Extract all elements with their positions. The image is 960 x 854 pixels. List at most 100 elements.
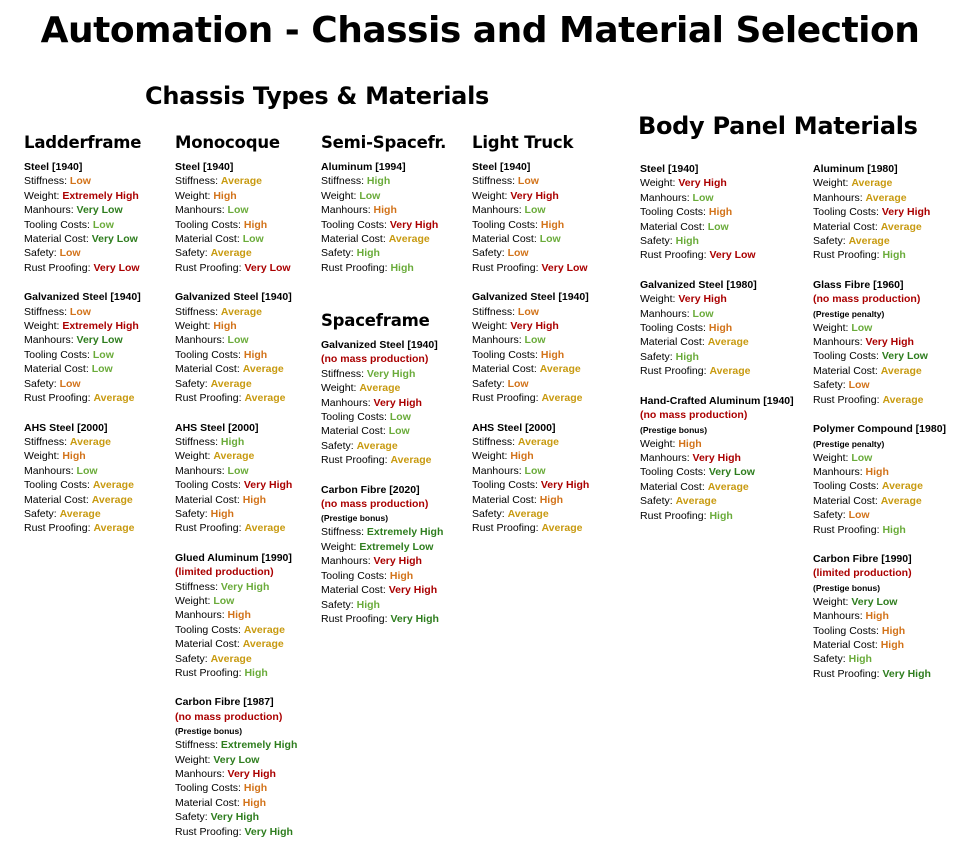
property-row: Material Cost: Very Low: [24, 232, 141, 246]
prestige-note: (Prestige penalty): [813, 438, 885, 449]
property-value: Average: [243, 623, 285, 636]
property-value: High: [243, 218, 268, 231]
property-label: Weight:: [813, 321, 849, 334]
property-value: High: [865, 465, 889, 478]
property-label: Weight:: [175, 450, 211, 463]
property-value: High: [678, 437, 702, 450]
property-row: Rust Proofing: High: [640, 509, 794, 523]
property-label: Material Cost:: [175, 796, 240, 809]
property-label: Rust Proofing:: [175, 522, 242, 535]
property-label: Material Cost:: [321, 584, 386, 597]
property-row: Material Cost: High: [813, 638, 946, 652]
property-value: Average: [882, 393, 924, 406]
property-value: Low: [848, 509, 870, 522]
property-value: High: [708, 206, 733, 219]
property-label: Stiffness:: [175, 305, 218, 318]
column-heading: Semi-Spacefr.: [321, 133, 447, 152]
property-label: Rust Proofing:: [321, 454, 388, 467]
property-label: Safety:: [24, 377, 57, 390]
property-row: Material Cost: Average: [175, 362, 297, 376]
property-value: High: [882, 523, 906, 536]
property-value: High: [213, 320, 237, 333]
property-row: Material Cost: Low: [24, 362, 141, 376]
property-row: Stiffness: Extremely High: [321, 525, 443, 539]
property-label: Tooling Costs:: [472, 479, 538, 492]
property-row: Material Cost: Average: [813, 220, 946, 234]
material-block: AHS Steel [2000] Stiffness: Average Weight…: [472, 421, 589, 536]
property-label: Safety:: [321, 247, 354, 260]
property-label: Safety:: [472, 247, 505, 260]
property-label: Material Cost:: [24, 233, 89, 246]
property-row: Stiffness: Low: [472, 174, 589, 188]
material-name: Glued Aluminum [1990]: [175, 551, 292, 564]
property-row: Weight: High: [24, 449, 141, 463]
property-label: Tooling Costs:: [813, 206, 879, 219]
property-row: Safety: High: [813, 652, 946, 666]
property-label: Manhours:: [472, 334, 522, 347]
property-row: Weight: Extremely High: [24, 319, 141, 333]
property-row: Rust Proofing: High: [813, 248, 946, 262]
property-label: Safety:: [175, 507, 208, 520]
property-label: Manhours:: [175, 609, 225, 622]
property-value: Low: [507, 247, 529, 260]
property-value: Very Low: [881, 350, 928, 363]
property-value: Very High: [244, 825, 293, 838]
property-value: Very High: [390, 612, 439, 625]
column-heading: Monocoque: [175, 133, 280, 152]
property-label: Weight:: [321, 189, 357, 202]
production-note: (limited production): [813, 567, 912, 580]
property-row: Tooling Costs: Very High: [813, 205, 946, 219]
property-row: Safety: High: [321, 246, 446, 260]
material-block: AHS Steel [2000] Stiffness: High Weight: A…: [175, 421, 297, 536]
property-label: Stiffness:: [472, 435, 515, 448]
property-row: Weight: Low: [175, 594, 297, 608]
property-label: Rust Proofing:: [640, 365, 707, 378]
property-value: Average: [244, 392, 286, 405]
property-label: Stiffness:: [24, 175, 67, 188]
property-label: Rust Proofing:: [813, 393, 880, 406]
property-row: Tooling Costs: Average: [24, 478, 141, 492]
property-label: Rust Proofing:: [175, 825, 242, 838]
property-value: High: [675, 235, 699, 248]
property-value: Extremely High: [220, 739, 298, 752]
property-value: Very Low: [709, 249, 756, 262]
column-body-panels-2: Aluminum [1980] Weight: Average Manhours: …: [813, 162, 946, 696]
property-label: Material Cost:: [640, 220, 705, 233]
material-block: Galvanized Steel [1940] Stiffness: Averag…: [175, 290, 297, 405]
property-label: Tooling Costs:: [640, 466, 706, 479]
property-row: Safety: Low: [24, 377, 141, 391]
property-value: Low: [524, 204, 546, 217]
property-value: Average: [707, 480, 749, 493]
property-value: Low: [389, 411, 411, 424]
property-label: Material Cost:: [321, 233, 386, 246]
column-heading: Light Truck: [472, 133, 574, 152]
property-row: Stiffness: Extremely High: [175, 738, 297, 752]
property-row: Material Cost: Average: [24, 493, 141, 507]
property-label: Safety:: [24, 507, 57, 520]
property-value: Very High: [243, 479, 293, 492]
property-value: Average: [880, 220, 922, 233]
property-value: High: [243, 782, 268, 795]
property-row: Safety: Average: [24, 507, 141, 521]
property-label: Tooling Costs:: [24, 348, 90, 361]
property-value: Average: [541, 392, 583, 405]
property-label: Tooling Costs:: [24, 479, 90, 492]
property-label: Rust Proofing:: [813, 667, 880, 680]
property-value: Very Low: [851, 595, 898, 608]
property-label: Manhours:: [813, 336, 863, 349]
property-row: Material Cost: Low: [640, 220, 794, 234]
property-label: Material Cost:: [813, 638, 878, 651]
material-name: Polymer Compound [1980]: [813, 423, 947, 436]
property-value: Low: [92, 218, 114, 231]
property-value: Average: [675, 495, 717, 508]
property-label: Manhours:: [24, 464, 74, 477]
material-name: Hand-Crafted Aluminum [1940]: [640, 394, 794, 407]
property-row: Material Cost: High: [175, 796, 297, 810]
property-label: Weight:: [321, 540, 357, 553]
property-value: Average: [517, 435, 559, 448]
property-label: Tooling Costs:: [321, 218, 387, 231]
material-name: Galvanized Steel [1940]: [175, 291, 292, 304]
material-block: Steel [1940] Stiffness: Average Weight: Hi…: [175, 160, 297, 275]
property-value: High: [709, 509, 733, 522]
property-value: High: [510, 450, 534, 463]
